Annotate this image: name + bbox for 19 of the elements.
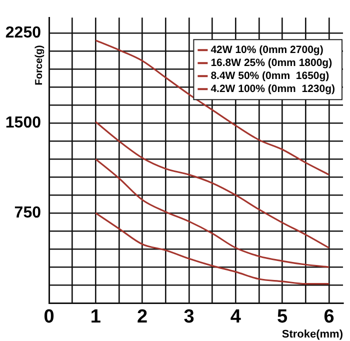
line-series: [94, 212, 330, 285]
y-tick-label: 750: [14, 204, 42, 222]
legend-label: 42W 10% (0mm 2700g): [210, 44, 324, 56]
y-tick-label: 2250: [5, 24, 42, 42]
y-tick-label: 1500: [5, 114, 42, 132]
x-tick-label: 3: [184, 306, 194, 328]
legend-label: 8.4W 50% (0mm 1650g): [210, 70, 330, 82]
x-tick-label: 2: [137, 306, 148, 328]
x-axis-title: Stroke(mm): [282, 328, 344, 340]
y-axis-title: Force(g): [34, 45, 45, 86]
legend-label: 16.8W 25% (0mm 1800g): [210, 56, 332, 69]
x-tick-label: 0: [44, 306, 54, 328]
x-tick-label: 5: [277, 306, 288, 328]
x-tick-label: 6: [324, 306, 334, 328]
legend-label: 4.2W 100% (0mm 1230g): [210, 82, 336, 95]
line-series: [94, 121, 330, 249]
x-tick-label: 4: [230, 306, 242, 328]
line-series: [94, 158, 330, 268]
x-tick-label: 1: [90, 306, 102, 328]
